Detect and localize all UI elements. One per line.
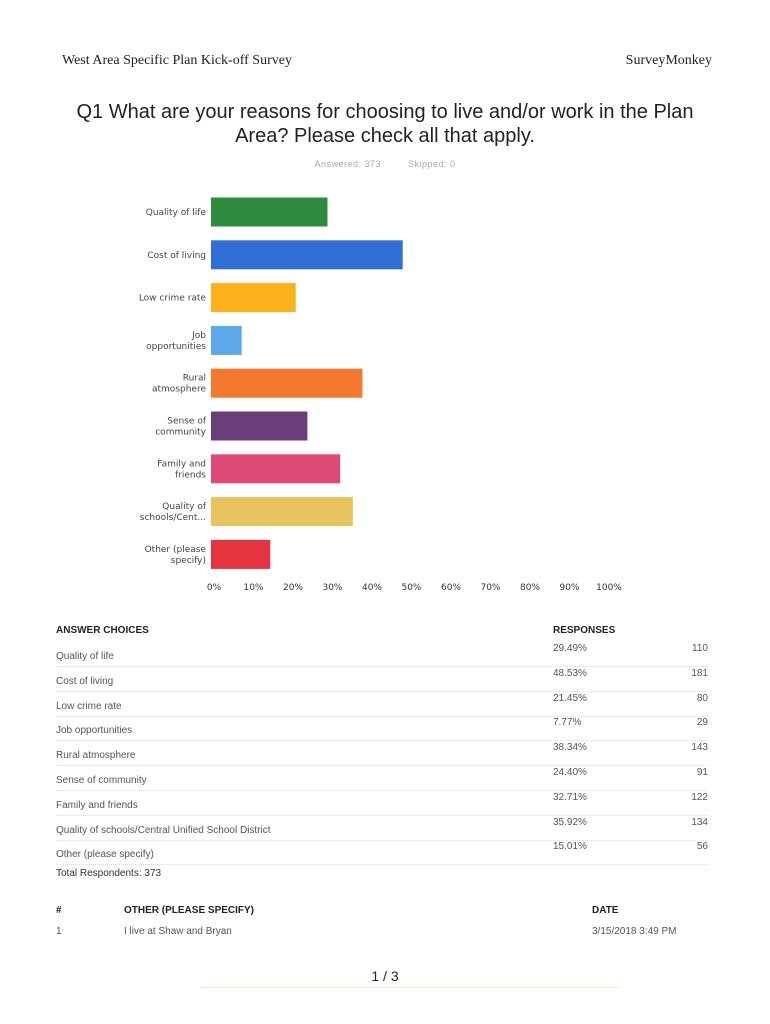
response-percent: 7.77% — [553, 717, 582, 729]
response-count: 56 — [696, 841, 708, 853]
x-tick-label-9: 90% — [559, 583, 579, 593]
category-label-2: Low crime rate — [139, 294, 207, 304]
row-divider — [56, 666, 708, 667]
table-row: Low crime rate 21.45% 80 — [56, 693, 708, 717]
table-row: Other (please specify) 15.01% 56 — [56, 841, 708, 866]
table-row: Quality of schools/Central Unified Schoo… — [56, 817, 708, 841]
response-count: 122 — [691, 791, 708, 803]
other-num-header: # — [56, 905, 62, 916]
x-tick-label-0: 0% — [207, 583, 222, 593]
answered-count: Answered: 373 — [314, 159, 381, 169]
answer-choice: Rural atmosphere — [56, 750, 136, 762]
document-title: West Area Specific Plan Kick-off Survey — [62, 53, 292, 68]
response-count: 91 — [696, 767, 708, 778]
answer-choice: Other (please specify) — [56, 849, 154, 861]
answer-choice: Cost of living — [56, 675, 114, 687]
response-percent: 32.71% — [553, 791, 587, 803]
other-date-header: DATE — [592, 905, 619, 916]
x-tick-label-7: 70% — [480, 583, 500, 593]
response-percent: 48.53% — [553, 667, 587, 679]
answer-choices-header: ANSWER CHOICES — [56, 625, 149, 636]
row-divider — [56, 790, 708, 791]
x-tick-label-6: 60% — [441, 583, 461, 593]
bar-8 — [211, 539, 271, 569]
answer-choice: Family and friends — [56, 799, 138, 811]
response-count: 29 — [696, 717, 708, 729]
bar-2 — [211, 283, 296, 313]
answer-choice: Quality of life — [56, 651, 114, 662]
brand-name: SurveyMonkey — [625, 53, 712, 68]
row-divider — [56, 690, 708, 692]
x-tick-label-10: 100% — [596, 583, 622, 593]
bar-0 — [211, 197, 328, 227]
row-divider — [56, 765, 708, 767]
answered-skipped: Answered: 373 Skipped: 0 — [0, 159, 770, 169]
answer-choice: Sense of community — [56, 775, 147, 786]
table-row: Cost of living 48.53% 181 — [56, 668, 708, 692]
table-row: Family and friends 32.71% 122 — [56, 792, 708, 816]
category-label-4: Rural atmosphere — [152, 374, 206, 395]
answer-choice: Job opportunities — [56, 725, 133, 737]
bar-chart: Quality of life Cost of living Low crime r… — [139, 197, 622, 593]
x-tick-label-1: 10% — [243, 583, 263, 593]
row-divider — [56, 715, 708, 717]
response-count: 181 — [691, 667, 708, 679]
question-title: Q1 What are your reasons for choosing to… — [76, 101, 694, 147]
other-row-date: 3/15/2018 3:49 PM — [592, 926, 677, 937]
row-divider — [56, 864, 708, 866]
bar-5 — [211, 411, 308, 441]
table-row: Quality of life 29.49% 110 — [56, 643, 708, 667]
skipped-count: Skipped: 0 — [408, 159, 456, 169]
bar-3 — [211, 325, 242, 355]
bar-1 — [211, 240, 403, 270]
response-count: 80 — [696, 692, 708, 704]
response-count: 110 — [692, 643, 708, 654]
table-row: Sense of community 24.40% 91 — [56, 767, 708, 791]
bar-7 — [211, 497, 353, 527]
bar-4 — [211, 368, 363, 398]
row-divider — [56, 839, 708, 841]
category-label-3: Job opportunities — [146, 331, 206, 352]
row-divider — [56, 740, 708, 742]
x-tick-label-4: 40% — [362, 583, 382, 593]
response-count: 134 — [691, 816, 708, 828]
footer-divider — [200, 987, 620, 988]
x-tick-label-8: 80% — [520, 583, 540, 593]
category-label-0: Quality of life — [146, 208, 207, 218]
category-label-1: Cost of living — [147, 251, 206, 261]
answer-choice: Quality of schools/Central Unified Schoo… — [56, 824, 271, 836]
response-percent: 38.34% — [553, 742, 587, 754]
category-label-8: Other (please specify) — [145, 545, 207, 566]
response-percent: 15.01% — [553, 841, 587, 853]
category-label-5: Sense of community — [155, 417, 207, 438]
table-row: Job opportunities 7.77% 29 — [56, 717, 708, 742]
category-label-6: Family and friends — [157, 459, 206, 480]
category-label-7: Quality of schools/Cent... — [140, 502, 207, 523]
responses-header: RESPONSES — [553, 625, 616, 636]
table-row: Rural atmosphere 38.34% 143 — [56, 742, 708, 767]
response-percent: 29.49% — [553, 643, 587, 654]
other-row-text: I live at Shaw and Bryan — [124, 926, 232, 937]
row-divider — [56, 814, 708, 816]
page-indicator: 1 / 3 — [371, 968, 399, 984]
response-count: 143 — [691, 742, 708, 754]
bar-6 — [211, 454, 341, 484]
x-tick-label-2: 20% — [283, 583, 303, 593]
other-text-header: OTHER (PLEASE SPECIFY) — [124, 905, 255, 916]
x-tick-label-3: 30% — [322, 583, 342, 593]
response-percent: 21.45% — [553, 692, 587, 704]
other-row-num: 1 — [56, 926, 62, 937]
answer-choice: Low crime rate — [56, 700, 122, 712]
response-percent: 35.92% — [553, 816, 587, 828]
x-tick-label-5: 50% — [401, 583, 421, 593]
total-respondents: Total Respondents: 373 — [56, 868, 162, 879]
response-percent: 24.40% — [553, 767, 587, 778]
